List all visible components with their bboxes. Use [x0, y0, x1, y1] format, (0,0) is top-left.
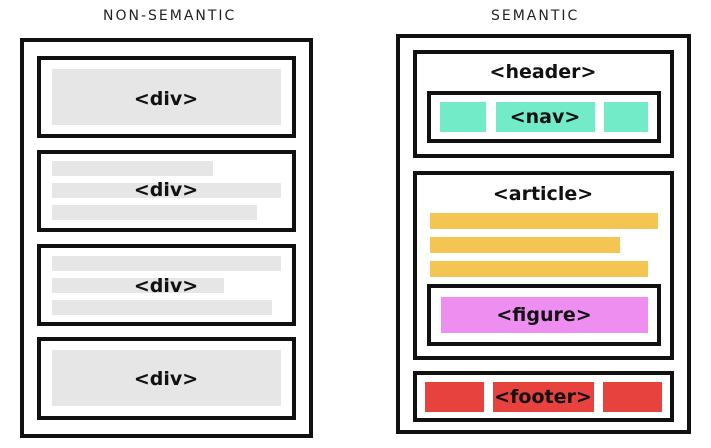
footer-label: <footer>	[494, 386, 592, 408]
figure-fill	[441, 297, 648, 333]
div-label-4: <div>	[133, 368, 199, 390]
div-label-3: <div>	[133, 275, 199, 297]
placeholder-block	[52, 69, 281, 125]
text-line	[430, 213, 658, 229]
header-label: <header>	[489, 61, 597, 83]
placeholder-line	[52, 161, 213, 176]
placeholder-line	[52, 183, 281, 198]
text-line	[430, 261, 648, 277]
placeholder-line	[52, 300, 272, 315]
placeholder-line	[52, 205, 257, 220]
semantic-title: SEMANTIC	[491, 8, 580, 24]
placeholder-line	[52, 256, 281, 271]
footer-item	[493, 382, 594, 412]
footer-item	[603, 382, 662, 412]
non-semantic-title: NON-SEMANTIC	[103, 8, 237, 24]
footer-item	[425, 382, 484, 412]
text-line	[430, 237, 620, 253]
article-label: <article>	[492, 183, 594, 205]
div-label-2: <div>	[133, 179, 199, 201]
nav-item	[496, 102, 595, 132]
nav-item	[604, 102, 648, 132]
nav-item	[440, 102, 486, 132]
nav-label: <nav>	[509, 106, 581, 128]
div-label-1: <div>	[133, 88, 199, 110]
placeholder-line	[52, 278, 224, 293]
figure-label: <figure>	[496, 304, 592, 326]
placeholder-block	[52, 350, 281, 406]
